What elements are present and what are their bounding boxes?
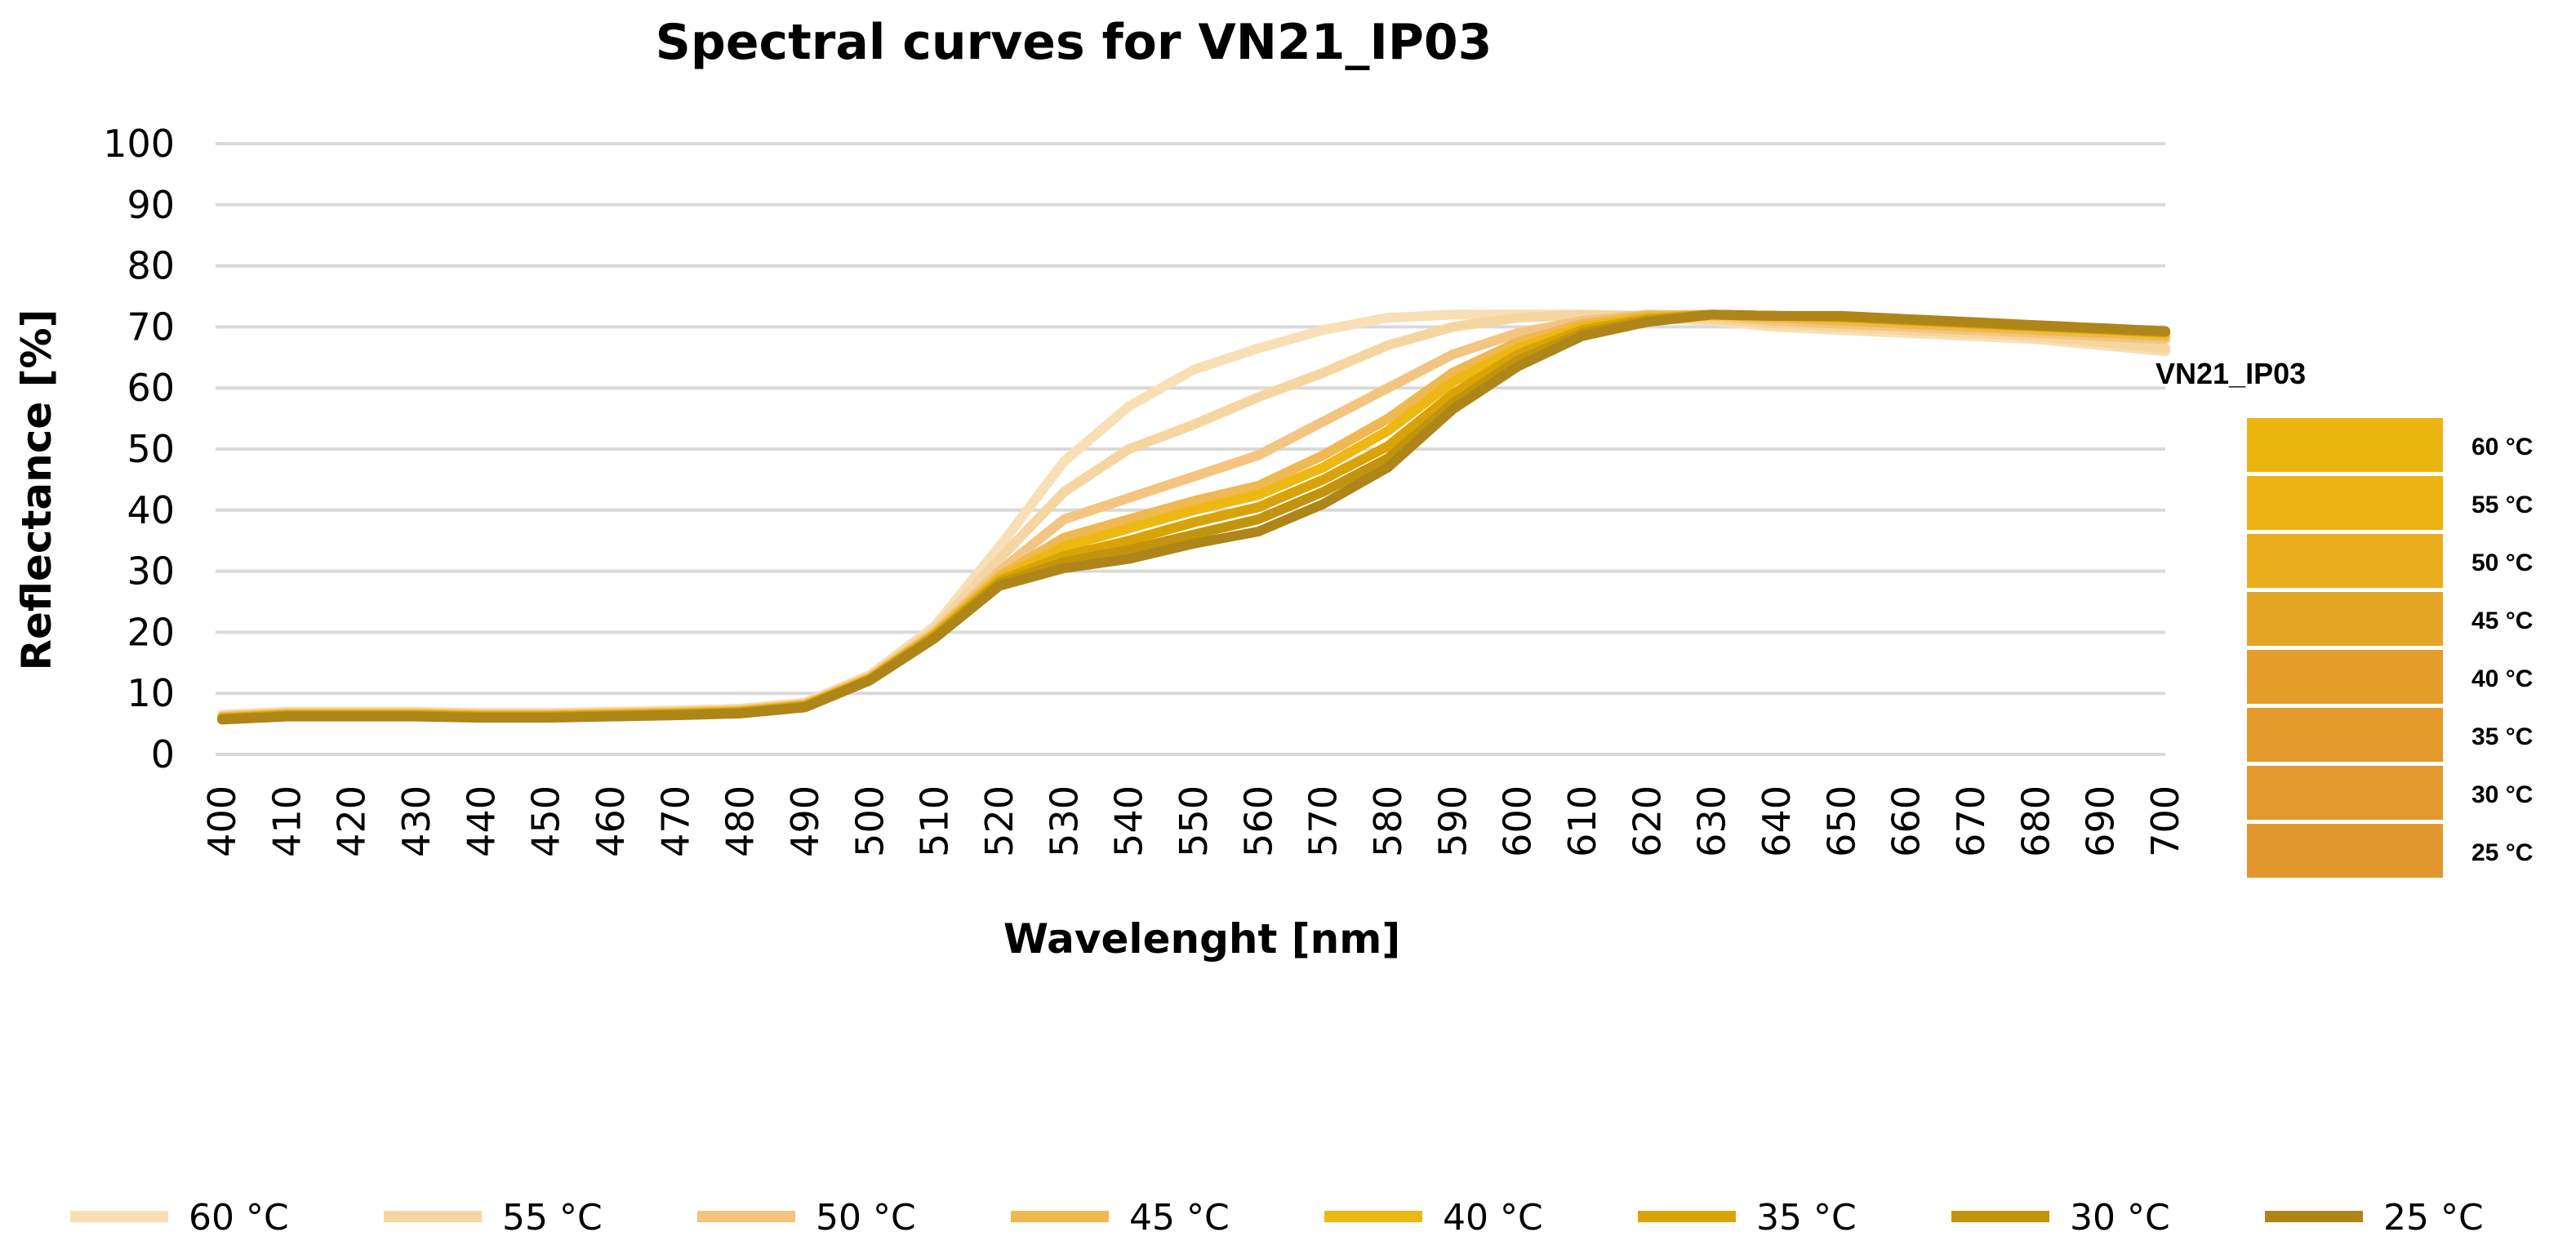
legend-label: 55 °C	[502, 1197, 603, 1239]
y-tick-label: 80	[127, 244, 175, 288]
chart-title: Spectral curves for VN21_IP03	[656, 14, 1493, 71]
legend-label: 50 °C	[816, 1197, 916, 1239]
bottom-legend: 60 °C 55 °C 50 °C 45 °C 40 °C 35 °C 30 °C 25 °C	[70, 1197, 2484, 1239]
x-tick-label: 460	[589, 785, 633, 857]
x-tick-label: 410	[265, 785, 309, 857]
y-tick-label: 10	[127, 671, 175, 715]
side-legend-swatch	[2247, 708, 2443, 762]
x-tick-label: 470	[653, 785, 697, 857]
x-tick-label: 580	[1366, 785, 1410, 857]
y-axis-title: Reflectance [%]	[13, 309, 60, 670]
y-tick-labels: 0 10 20 30 40 50 60 70 80 90 100	[103, 122, 175, 776]
x-tick-label: 500	[848, 785, 892, 857]
x-tick-label: 530	[1042, 785, 1086, 857]
x-tick-label: 670	[1949, 785, 1993, 857]
x-tick-label: 550	[1172, 785, 1216, 857]
legend-label: 25 °C	[2383, 1197, 2484, 1239]
side-legend-swatch	[2247, 592, 2443, 646]
y-tick-label: 50	[127, 427, 175, 471]
x-tick-label: 640	[1755, 785, 1799, 857]
side-legend-swatch	[2247, 766, 2443, 820]
x-tick-label: 700	[2143, 785, 2187, 857]
x-tick-label: 630	[1690, 785, 1734, 857]
legend-label: 40 °C	[1443, 1197, 1543, 1239]
x-tick-label: 600	[1496, 785, 1540, 857]
side-legend-swatch	[2247, 534, 2443, 588]
y-tick-label: 90	[127, 183, 175, 227]
x-tick-label: 510	[913, 785, 957, 857]
x-tick-label: 650	[1819, 785, 1863, 857]
side-legend-label: 30 °C	[2471, 781, 2533, 808]
y-tick-label: 30	[127, 549, 175, 594]
x-tick-label: 490	[783, 785, 827, 857]
side-legend-swatch	[2247, 476, 2443, 530]
side-legend-swatch	[2247, 824, 2443, 878]
legend-label: 30 °C	[2070, 1197, 2170, 1239]
x-tick-label: 610	[1560, 785, 1604, 857]
y-tick-label: 70	[127, 305, 175, 349]
side-legend-label: 25 °C	[2471, 839, 2533, 866]
x-tick-label: 450	[524, 785, 568, 857]
legend-label: 35 °C	[1756, 1197, 1857, 1239]
x-tick-label: 420	[330, 785, 374, 857]
x-tick-label: 480	[719, 785, 763, 857]
x-tick-label: 540	[1107, 785, 1151, 857]
side-legend-swatch	[2247, 650, 2443, 704]
x-tick-label: 660	[1884, 785, 1929, 857]
y-tick-label: 20	[127, 610, 175, 654]
x-tick-label: 400	[200, 785, 244, 857]
x-tick-label: 520	[977, 785, 1021, 857]
y-tick-label: 60	[127, 366, 175, 410]
x-tick-label: 590	[1430, 785, 1475, 857]
x-tick-labels: 400 410 420 430 440 450 460 470 480 490 500 510 520 5…	[200, 785, 2187, 857]
side-legend-label: 55 °C	[2471, 492, 2533, 518]
series-line-25c	[217, 309, 2170, 725]
side-legend: VN21_IP03 60 °C 55 °C 50 °C 45 °C 40 °C 35 °C…	[2156, 357, 2533, 878]
legend-label: 60 °C	[189, 1197, 289, 1239]
y-tick-label: 100	[103, 122, 175, 166]
side-legend-swatch	[2247, 418, 2443, 472]
side-legend-title: VN21_IP03	[2156, 357, 2306, 390]
x-tick-label: 570	[1301, 785, 1346, 857]
x-tick-label: 430	[394, 785, 438, 857]
y-tick-label: 0	[151, 732, 175, 776]
legend-label: 45 °C	[1129, 1197, 1230, 1239]
series-lines	[217, 309, 2170, 725]
grid-lines	[216, 142, 2165, 756]
side-legend-label: 40 °C	[2471, 665, 2533, 692]
x-tick-label: 440	[459, 785, 503, 857]
x-tick-label: 620	[1625, 785, 1669, 857]
side-legend-label: 60 °C	[2471, 434, 2533, 460]
x-axis-title: Wavelenght [nm]	[1003, 915, 1400, 963]
side-legend-label: 35 °C	[2471, 723, 2533, 750]
x-tick-label: 680	[2013, 785, 2058, 857]
x-tick-label: 690	[2079, 785, 2123, 857]
side-legend-label: 45 °C	[2471, 607, 2533, 634]
x-tick-label: 560	[1236, 785, 1280, 857]
side-legend-label: 50 °C	[2471, 549, 2533, 576]
y-tick-label: 40	[127, 488, 175, 532]
